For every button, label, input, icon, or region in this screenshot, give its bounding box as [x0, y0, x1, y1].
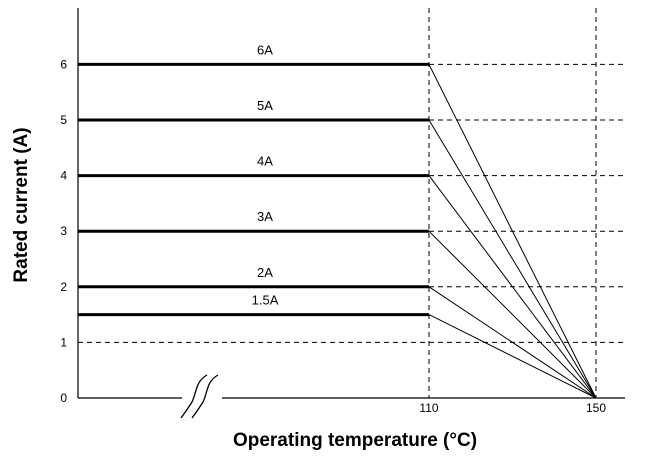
grid-lines	[78, 8, 625, 398]
series-label-2: 4A	[257, 154, 273, 169]
x-tick-label-110: 110	[419, 401, 438, 415]
y-tick-label-2: 2	[60, 280, 67, 294]
series-0-derating	[428, 64, 597, 399]
x-tick-label-150: 150	[586, 401, 606, 415]
axis-break-mark-right	[191, 374, 219, 419]
y-tick-label-0: 0	[60, 391, 67, 405]
series-label-1: 5A	[257, 98, 273, 113]
series-5-derating	[428, 314, 597, 399]
series-4-derating	[428, 286, 597, 399]
series-label-3: 3A	[257, 209, 273, 224]
series-3-derating	[428, 230, 597, 399]
series-label-4: 2A	[257, 265, 273, 280]
y-tick-label-1: 1	[60, 335, 67, 349]
y-tick-label-3: 3	[60, 224, 67, 238]
y-tick-label-6: 6	[60, 57, 67, 71]
series-1-derating	[428, 119, 597, 399]
series-2-derating	[428, 175, 597, 399]
axis-break-mark-left	[180, 374, 208, 419]
axes	[77, 8, 625, 419]
axis-break-gap	[182, 373, 222, 419]
series-label-0: 6A	[257, 42, 273, 57]
y-tick-label-5: 5	[60, 113, 67, 127]
y-axis-title: Rated current (A)	[11, 127, 32, 282]
x-axis-title: Operating temperature (°C)	[233, 430, 477, 451]
labels-group: 0 1 2 3 4 5 6 110 150 6A 5A 4A 3A 2A 1.5A	[60, 42, 606, 415]
series-label-5: 1.5A	[252, 293, 279, 308]
y-tick-label-4: 4	[60, 169, 67, 183]
series-group	[78, 62, 597, 399]
